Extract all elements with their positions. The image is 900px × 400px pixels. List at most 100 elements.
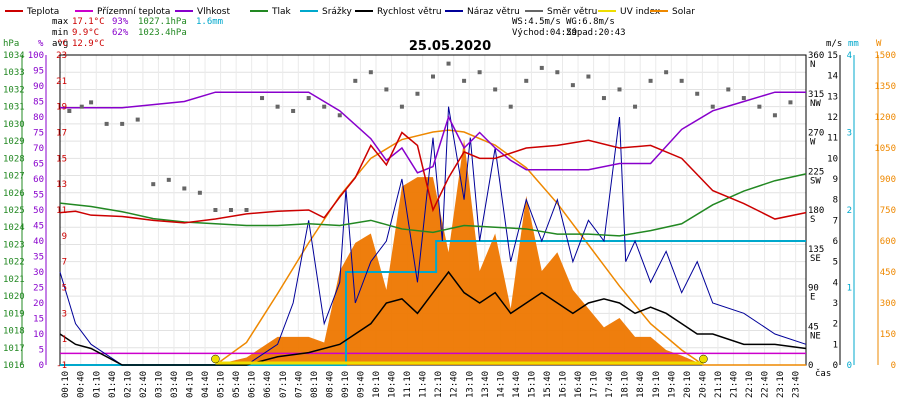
legend-label: Teplota (26, 7, 59, 17)
lines-layer (59, 91, 807, 366)
ms-tick: 1 (833, 340, 838, 350)
dir-tick-deg: 315 (808, 90, 824, 100)
temp-tick: 11 (56, 206, 67, 216)
x-tick: 01:40 (108, 371, 118, 398)
wind-direction-point (493, 87, 498, 92)
uv-marker (211, 354, 220, 364)
x-tick: 00:40 (77, 371, 87, 398)
pct-tick: 50 (33, 206, 44, 216)
stats-max-press: 1027.1hPa (138, 17, 187, 27)
x-tick: 07:40 (294, 371, 304, 398)
temp-tick: 5 (62, 284, 67, 294)
x-tick: 03:40 (170, 371, 180, 398)
dir-tick-name: N (810, 60, 815, 70)
temp-tick: 3 (62, 309, 67, 319)
x-tick: 03:10 (154, 371, 164, 398)
ms-tick: 8 (833, 196, 838, 206)
x-tick: 18:40 (636, 371, 646, 398)
hpa-tick: 1028 (3, 154, 25, 164)
w-tick: 600 (880, 237, 896, 247)
dir-tick-deg: 45 (808, 322, 819, 332)
wind-direction-point (772, 113, 777, 118)
legend-label: UV index (620, 7, 661, 17)
w-tick: 300 (880, 299, 896, 309)
dir-tick-deg: 225 (808, 167, 824, 177)
x-tick: 02:40 (139, 371, 149, 398)
wind-direction-point (539, 65, 544, 70)
dir-tick-name: E (810, 293, 815, 303)
wind-wg: WG:6.8m/s (566, 17, 615, 27)
dir-tick-name: SW (810, 176, 821, 186)
w-tick: 450 (880, 268, 896, 278)
legend-label: Směr větru (547, 7, 597, 17)
pressure-line (59, 173, 807, 237)
wind-direction-point (291, 108, 296, 113)
w-tick: 1500 (874, 51, 896, 61)
hpa-tick: 1017 (3, 344, 25, 354)
wind-direction-point (508, 104, 513, 109)
pct-tick: 40 (33, 237, 44, 247)
stats-max-label: max (52, 17, 69, 27)
hpa-tick: 1031 (3, 103, 25, 113)
hpa-unit: hPa (3, 39, 19, 49)
wind-direction-point (431, 74, 435, 79)
x-tick: 16:10 (559, 371, 569, 398)
legend-label: Náraz větru (467, 7, 520, 17)
pct-tick: 10 (33, 330, 44, 340)
wind-ws: WS:4.5m/s (512, 17, 561, 27)
pct-tick: 25 (33, 284, 44, 294)
x-tick: 23:10 (776, 371, 786, 398)
pct-tick: 35 (33, 253, 44, 263)
wind-direction-point (399, 104, 404, 109)
hpa-tick: 1023 (3, 240, 25, 250)
w-unit: W (876, 39, 882, 49)
hpa-tick: 1022 (3, 258, 25, 268)
w-tick: 150 (880, 330, 896, 340)
x-tick: 13:40 (481, 371, 491, 398)
wind-direction-point (726, 87, 731, 92)
hpa-tick: 1024 (3, 223, 25, 233)
stats-avg-label: avg (52, 39, 68, 49)
wind-direction-point (601, 96, 606, 101)
ms-tick: 13 (827, 92, 838, 102)
stats-min-label: min (52, 28, 68, 38)
wind-direction-point (415, 91, 420, 96)
pct-tick: 0 (39, 361, 44, 371)
ms-tick: 15 (827, 51, 838, 61)
hpa-tick: 1034 (3, 51, 25, 61)
x-tick: 18:10 (621, 371, 631, 398)
hpa-tick: 1019 (3, 309, 25, 319)
ms-unit: m/s (826, 39, 842, 49)
pct-tick: 65 (33, 160, 44, 170)
wind-direction-point (104, 121, 109, 126)
mm-unit: mm (848, 39, 859, 49)
temp-tick: -1 (56, 361, 67, 371)
ms-tick: 5 (833, 258, 838, 268)
temp-tick: 17 (56, 129, 67, 139)
w-tick: 900 (880, 175, 896, 185)
wind-direction-point (477, 70, 482, 75)
temperature-line (59, 131, 807, 224)
ms-tick: 14 (827, 72, 838, 82)
x-tick: 04:10 (186, 371, 196, 398)
x-tick: 08:10 (310, 371, 320, 398)
stats-avg-temp: 12.9°C (72, 39, 105, 49)
x-tick: 01:10 (92, 371, 102, 398)
wind-direction-point (617, 87, 622, 92)
stats-min-hum: 62% (112, 28, 129, 38)
axes: hPa % °C m/s mm W čas 103410331032103110… (3, 39, 896, 398)
dir-tick-deg: 270 (808, 129, 824, 139)
ms-tick: 9 (833, 175, 838, 185)
mm-tick: 1 (847, 284, 852, 294)
x-tick: 23:40 (792, 371, 802, 398)
wind-speed-line (59, 270, 807, 366)
x-tick: 12:40 (450, 371, 460, 398)
w-tick: 1350 (874, 82, 896, 92)
wind-direction-point (322, 104, 327, 109)
x-tick: 05:10 (217, 371, 227, 398)
hpa-tick: 1020 (3, 292, 25, 302)
x-tick: 04:40 (201, 371, 211, 398)
sunset: Západ:20:43 (566, 28, 626, 38)
temp-unit: °C (57, 39, 68, 49)
